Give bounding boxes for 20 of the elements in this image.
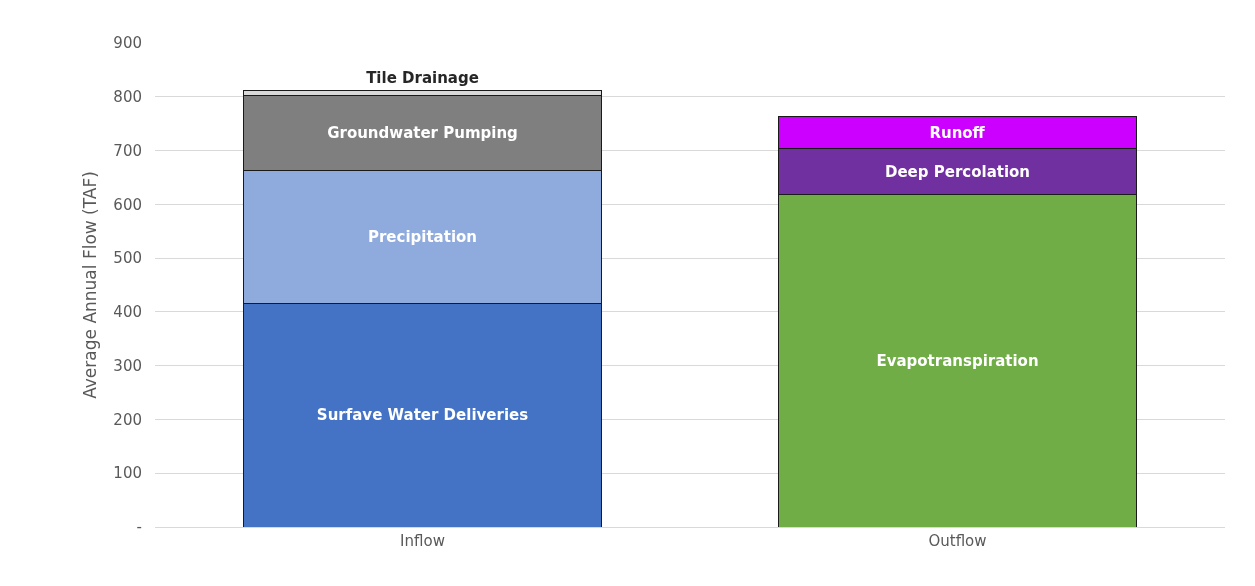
y-axis-title: Average Annual Flow (TAF): [79, 171, 100, 399]
y-tick-label: -: [136, 518, 142, 537]
series-label: Runoff: [929, 123, 986, 142]
series-label: Precipitation: [367, 228, 478, 247]
series-label: Groundwater Pumping: [327, 124, 518, 143]
y-tick-label: 600: [113, 195, 142, 214]
series-label: Deep Percolation: [884, 162, 1031, 181]
y-tick-label: 200: [113, 410, 142, 429]
x-tick-label: Outflow: [928, 532, 987, 550]
y-tick-label: 500: [113, 249, 142, 268]
y-tick-label: 900: [113, 34, 142, 53]
series-label: Tile Drainage: [366, 69, 479, 88]
series-label: Evapotranspiration: [876, 351, 1039, 370]
y-tick-label: 100: [113, 464, 142, 483]
y-tick-label: 800: [113, 88, 142, 107]
y-tick-label: 300: [113, 356, 142, 375]
x-tick-label: Inflow: [400, 532, 445, 550]
y-tick-label: 400: [113, 303, 142, 322]
series-label: Surfave Water Deliveries: [316, 406, 529, 425]
y-tick-label: 700: [113, 141, 142, 160]
